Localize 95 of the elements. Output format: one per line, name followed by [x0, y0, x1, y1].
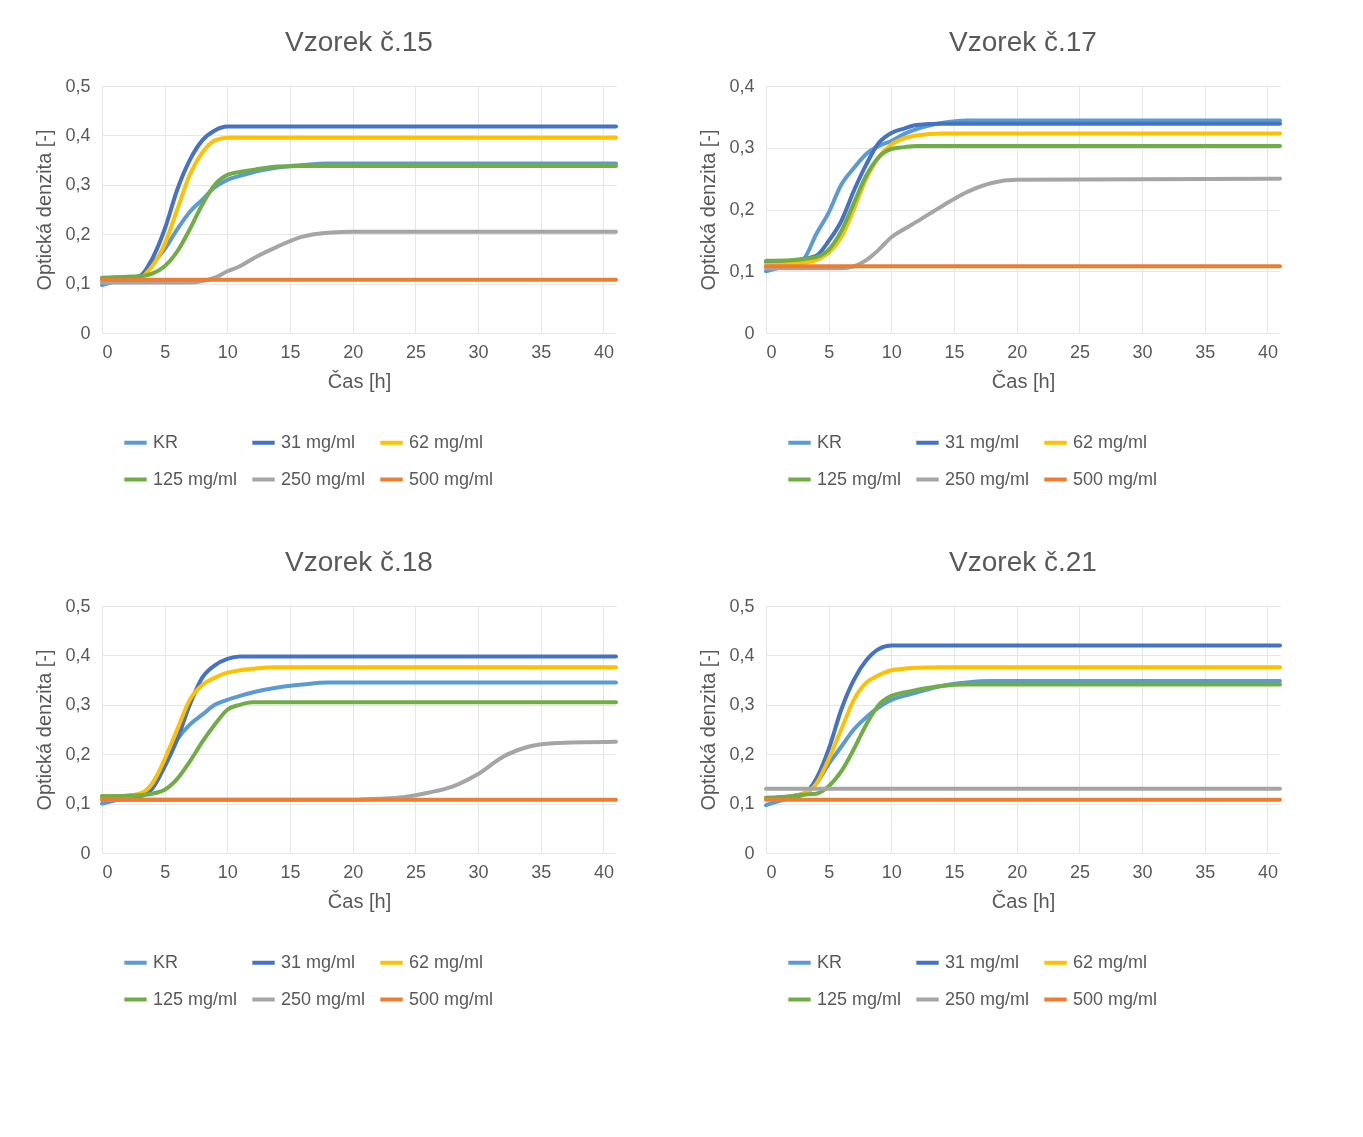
- legend-label: KR: [153, 951, 179, 972]
- y-tick-label: 0: [744, 842, 755, 863]
- legend-label: 125 mg/ml: [153, 468, 238, 489]
- x-tick-label: 35: [1195, 341, 1216, 362]
- y-tick-label: 0,5: [729, 595, 755, 616]
- y-axis-title: Optická denzita [-]: [33, 649, 56, 811]
- legend-label: 250 mg/ml: [281, 468, 366, 489]
- x-axis-title: Čas [h]: [991, 369, 1056, 392]
- x-tick-label: 40: [593, 341, 614, 362]
- chart-title: Vzorek č.15: [285, 26, 433, 57]
- x-tick-label: 25: [405, 861, 426, 882]
- x-tick-label: 15: [280, 341, 301, 362]
- x-tick-label: 0: [102, 861, 113, 882]
- legend-label: 62 mg/ml: [409, 951, 484, 972]
- y-tick-label: 0,5: [65, 75, 91, 96]
- y-tick-label: 0: [80, 322, 91, 343]
- y-axis-title: Optická denzita [-]: [697, 649, 720, 811]
- x-tick-label: 0: [766, 341, 777, 362]
- legend-label: 125 mg/ml: [153, 988, 238, 1009]
- x-tick-label: 25: [405, 341, 426, 362]
- x-tick-label: 25: [1069, 341, 1090, 362]
- y-tick-label: 0,1: [729, 793, 755, 814]
- legend-label: KR: [817, 431, 843, 452]
- x-tick-label: 20: [1007, 341, 1028, 362]
- legend-label: 125 mg/ml: [817, 468, 902, 489]
- y-tick-label: 0,3: [729, 694, 755, 715]
- legend-label: KR: [817, 951, 843, 972]
- chart-title: Vzorek č.17: [949, 26, 1097, 57]
- x-tick-label: 30: [1132, 861, 1153, 882]
- y-tick-label: 0,2: [65, 743, 91, 764]
- x-tick-label: 20: [343, 861, 364, 882]
- legend-label: 62 mg/ml: [1073, 951, 1148, 972]
- legend-label: 62 mg/ml: [1073, 431, 1148, 452]
- y-tick-label: 0: [80, 842, 91, 863]
- legend-label: 500 mg/ml: [409, 988, 494, 1009]
- chart-title: Vzorek č.18: [285, 546, 433, 577]
- y-tick-label: 0,1: [65, 793, 91, 814]
- y-tick-label: 0,4: [729, 644, 755, 665]
- y-tick-label: 0,2: [65, 223, 91, 244]
- x-tick-label: 10: [881, 861, 902, 882]
- y-tick-label: 0,3: [65, 174, 91, 195]
- x-tick-label: 40: [1257, 341, 1278, 362]
- x-tick-label: 30: [468, 861, 489, 882]
- legend-label: 500 mg/ml: [1073, 988, 1158, 1009]
- x-tick-label: 5: [824, 341, 835, 362]
- y-tick-label: 0,2: [729, 199, 755, 219]
- x-tick-label: 35: [531, 341, 552, 362]
- x-tick-label: 35: [531, 861, 552, 882]
- x-tick-label: 15: [944, 861, 965, 882]
- legend-label: 250 mg/ml: [281, 988, 366, 1009]
- y-tick-label: 0,5: [65, 595, 91, 616]
- y-tick-label: 0,4: [65, 124, 91, 145]
- y-tick-label: 0,2: [729, 743, 755, 764]
- x-tick-label: 0: [766, 861, 777, 882]
- legend-label: 500 mg/ml: [1073, 468, 1158, 489]
- x-axis-title: Čas [h]: [327, 369, 392, 392]
- x-tick-label: 5: [160, 861, 171, 882]
- legend-label: 250 mg/ml: [945, 988, 1030, 1009]
- legend-label: 125 mg/ml: [817, 988, 902, 1009]
- x-tick-label: 20: [1007, 861, 1028, 882]
- x-tick-label: 10: [217, 861, 238, 882]
- x-tick-label: 35: [1195, 861, 1216, 882]
- y-tick-label: 0,1: [729, 260, 755, 281]
- legend-label: 31 mg/ml: [945, 431, 1020, 452]
- legend-label: 31 mg/ml: [281, 951, 356, 972]
- x-tick-label: 30: [1132, 341, 1153, 362]
- x-tick-label: 25: [1069, 861, 1090, 882]
- y-tick-label: 0,4: [729, 75, 755, 96]
- x-tick-label: 10: [881, 341, 902, 362]
- legend-label: 250 mg/ml: [945, 468, 1030, 489]
- y-axis-title: Optická denzita [-]: [33, 129, 56, 291]
- y-tick-label: 0,3: [729, 137, 755, 158]
- chart-title: Vzorek č.21: [949, 546, 1097, 577]
- y-tick-label: 0,4: [65, 644, 91, 665]
- legend-label: 62 mg/ml: [409, 431, 484, 452]
- x-tick-label: 40: [593, 861, 614, 882]
- x-tick-label: 5: [160, 341, 171, 362]
- x-axis-title: Čas [h]: [991, 889, 1056, 912]
- y-tick-label: 0,3: [65, 694, 91, 715]
- x-tick-label: 5: [824, 861, 835, 882]
- x-tick-label: 15: [280, 861, 301, 882]
- legend-label: 500 mg/ml: [409, 468, 494, 489]
- legend-label: 31 mg/ml: [281, 431, 356, 452]
- x-axis-title: Čas [h]: [327, 889, 392, 912]
- legend-label: KR: [153, 431, 179, 452]
- y-axis-title: Optická denzita [-]: [697, 129, 720, 291]
- legend-label: 31 mg/ml: [945, 951, 1020, 972]
- x-tick-label: 40: [1257, 861, 1278, 882]
- x-tick-label: 20: [343, 341, 364, 362]
- x-tick-label: 0: [102, 341, 113, 362]
- x-tick-label: 15: [944, 341, 965, 362]
- x-tick-label: 10: [217, 341, 238, 362]
- y-tick-label: 0: [744, 322, 755, 343]
- y-tick-label: 0,1: [65, 273, 91, 294]
- x-tick-label: 30: [468, 341, 489, 362]
